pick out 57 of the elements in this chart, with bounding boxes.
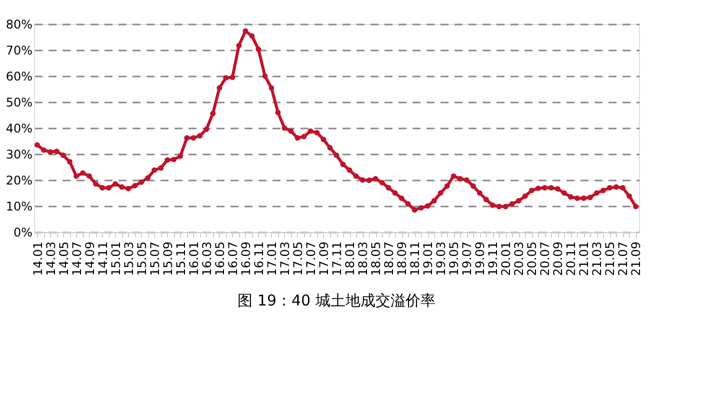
y-tick-label: 80% bbox=[6, 18, 32, 32]
x-tick-label: 15.03 bbox=[122, 242, 136, 276]
x-tick-label: 18.09 bbox=[395, 242, 410, 276]
y-tick-label: 20% bbox=[6, 174, 32, 188]
x-tick-label: 14.05 bbox=[56, 242, 71, 276]
x-tick-label: 17.03 bbox=[278, 242, 292, 276]
y-tick-label: 60% bbox=[6, 70, 32, 84]
x-tick-label: 20.03 bbox=[512, 242, 526, 276]
x-tick-label: 14.09 bbox=[82, 242, 97, 276]
x-tick-label: 18.05 bbox=[369, 242, 384, 276]
x-tick-label: 15.07 bbox=[148, 242, 162, 276]
x-tick-label: 19.07 bbox=[460, 242, 474, 276]
x-tick-label: 21.07 bbox=[616, 242, 630, 276]
x-tick-label: 19.11 bbox=[486, 242, 500, 276]
x-tick-label: 17.09 bbox=[316, 242, 331, 276]
x-tick-label: 20.07 bbox=[538, 242, 552, 276]
x-tick-label: 14.01 bbox=[30, 242, 45, 276]
y-tick-label: 10% bbox=[6, 200, 32, 214]
x-tick-label: 18.01 bbox=[343, 242, 358, 276]
x-tick-label: 14.07 bbox=[70, 242, 84, 276]
x-tick-label: 18.03 bbox=[356, 242, 370, 276]
x-tick-label: 21.09 bbox=[629, 242, 644, 276]
x-tick-label: 20.05 bbox=[525, 242, 540, 276]
y-tick-label: 0% bbox=[13, 226, 32, 240]
y-tick-label: 30% bbox=[6, 148, 32, 162]
x-tick-label: 18.07 bbox=[382, 242, 396, 276]
x-tick-label: 20.09 bbox=[551, 242, 566, 276]
x-tick-label: 16.03 bbox=[200, 242, 214, 276]
y-tick-label: 40% bbox=[6, 122, 32, 136]
x-tick-label: 19.01 bbox=[421, 242, 436, 276]
text: 图 19：40 城土地成交溢价率 bbox=[238, 291, 436, 310]
x-tick-label: 16.07 bbox=[226, 242, 240, 276]
x-tick-label: 20.11 bbox=[564, 242, 578, 276]
x-tick-label: 16.09 bbox=[238, 242, 253, 276]
x-tick-label: 19.03 bbox=[434, 242, 448, 276]
x-tick-label: 19.05 bbox=[447, 242, 462, 276]
x-tick-label: 15.09 bbox=[160, 242, 175, 276]
x-tick-label: 21.01 bbox=[577, 242, 592, 276]
x-tick-label: 17.05 bbox=[290, 242, 305, 276]
y-tick-label: 50% bbox=[6, 96, 32, 110]
x-tick-label: 17.11 bbox=[330, 242, 344, 276]
x-tick-label: 15.05 bbox=[134, 242, 149, 276]
x-tick-label: 17.07 bbox=[304, 242, 318, 276]
x-tick-label: 18.11 bbox=[408, 242, 422, 276]
x-tick-label: 15.01 bbox=[108, 242, 123, 276]
x-tick-label: 16.05 bbox=[212, 242, 227, 276]
x-tick-label: 21.05 bbox=[603, 242, 618, 276]
x-tick-label: 14.11 bbox=[96, 242, 110, 276]
x-tick-label: 17.01 bbox=[264, 242, 279, 276]
x-tick-label: 14.03 bbox=[44, 242, 58, 276]
x-tick-label: 15.11 bbox=[174, 242, 188, 276]
y-tick-label: 70% bbox=[6, 44, 32, 58]
x-tick-label: 16.01 bbox=[186, 242, 201, 276]
x-tick-label: 19.09 bbox=[473, 242, 488, 276]
x-tick-label: 21.03 bbox=[590, 242, 604, 276]
x-tick-label: 20.01 bbox=[499, 242, 514, 276]
x-tick-label: 16.11 bbox=[252, 242, 266, 276]
